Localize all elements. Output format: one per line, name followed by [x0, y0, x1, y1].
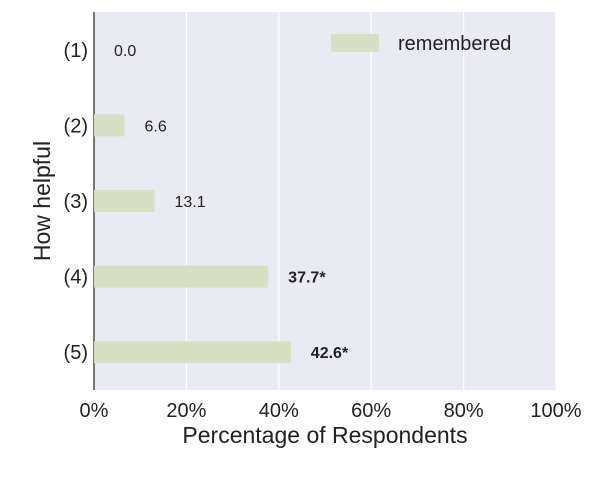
x-tick-label: 0%: [80, 400, 109, 422]
x-tick-label: 40%: [259, 400, 299, 422]
y-tick-label: (5): [64, 342, 88, 364]
bar-labels: 0.0 6.6 13.1 37.7* 42.6*: [114, 43, 349, 362]
y-tick-labels: (1) (2) (3) (4) (5): [64, 40, 88, 364]
x-tick-label: 60%: [351, 400, 391, 422]
data-label: 13.1: [175, 194, 206, 211]
data-label: 0.0: [114, 43, 136, 60]
y-tick-label: (2): [64, 115, 88, 137]
y-axis-title: How helpful: [29, 141, 55, 261]
y-tick-label: (1): [64, 40, 88, 62]
x-tick-label: 80%: [444, 400, 484, 422]
data-label: 42.6*: [311, 345, 349, 362]
plot-background: [94, 12, 556, 390]
legend: remembered: [331, 33, 511, 55]
bar: [94, 265, 269, 288]
bars: [94, 114, 291, 364]
x-tick-label: 20%: [166, 400, 206, 422]
bar: [94, 114, 125, 137]
legend-swatch: [331, 34, 379, 52]
data-label: 37.7*: [288, 270, 326, 287]
bar: [94, 190, 155, 212]
y-tick-label: (4): [64, 267, 88, 289]
gridlines: [185, 12, 557, 390]
data-label: 6.6: [144, 118, 166, 135]
bar: [94, 341, 291, 364]
x-tick-labels: 0% 20% 40% 60% 80% 100%: [80, 400, 582, 422]
legend-label: remembered: [398, 33, 511, 55]
x-tick-label: 100%: [530, 400, 581, 422]
y-tick-label: (3): [64, 191, 88, 213]
x-axis-title: Percentage of Respondents: [182, 422, 467, 448]
